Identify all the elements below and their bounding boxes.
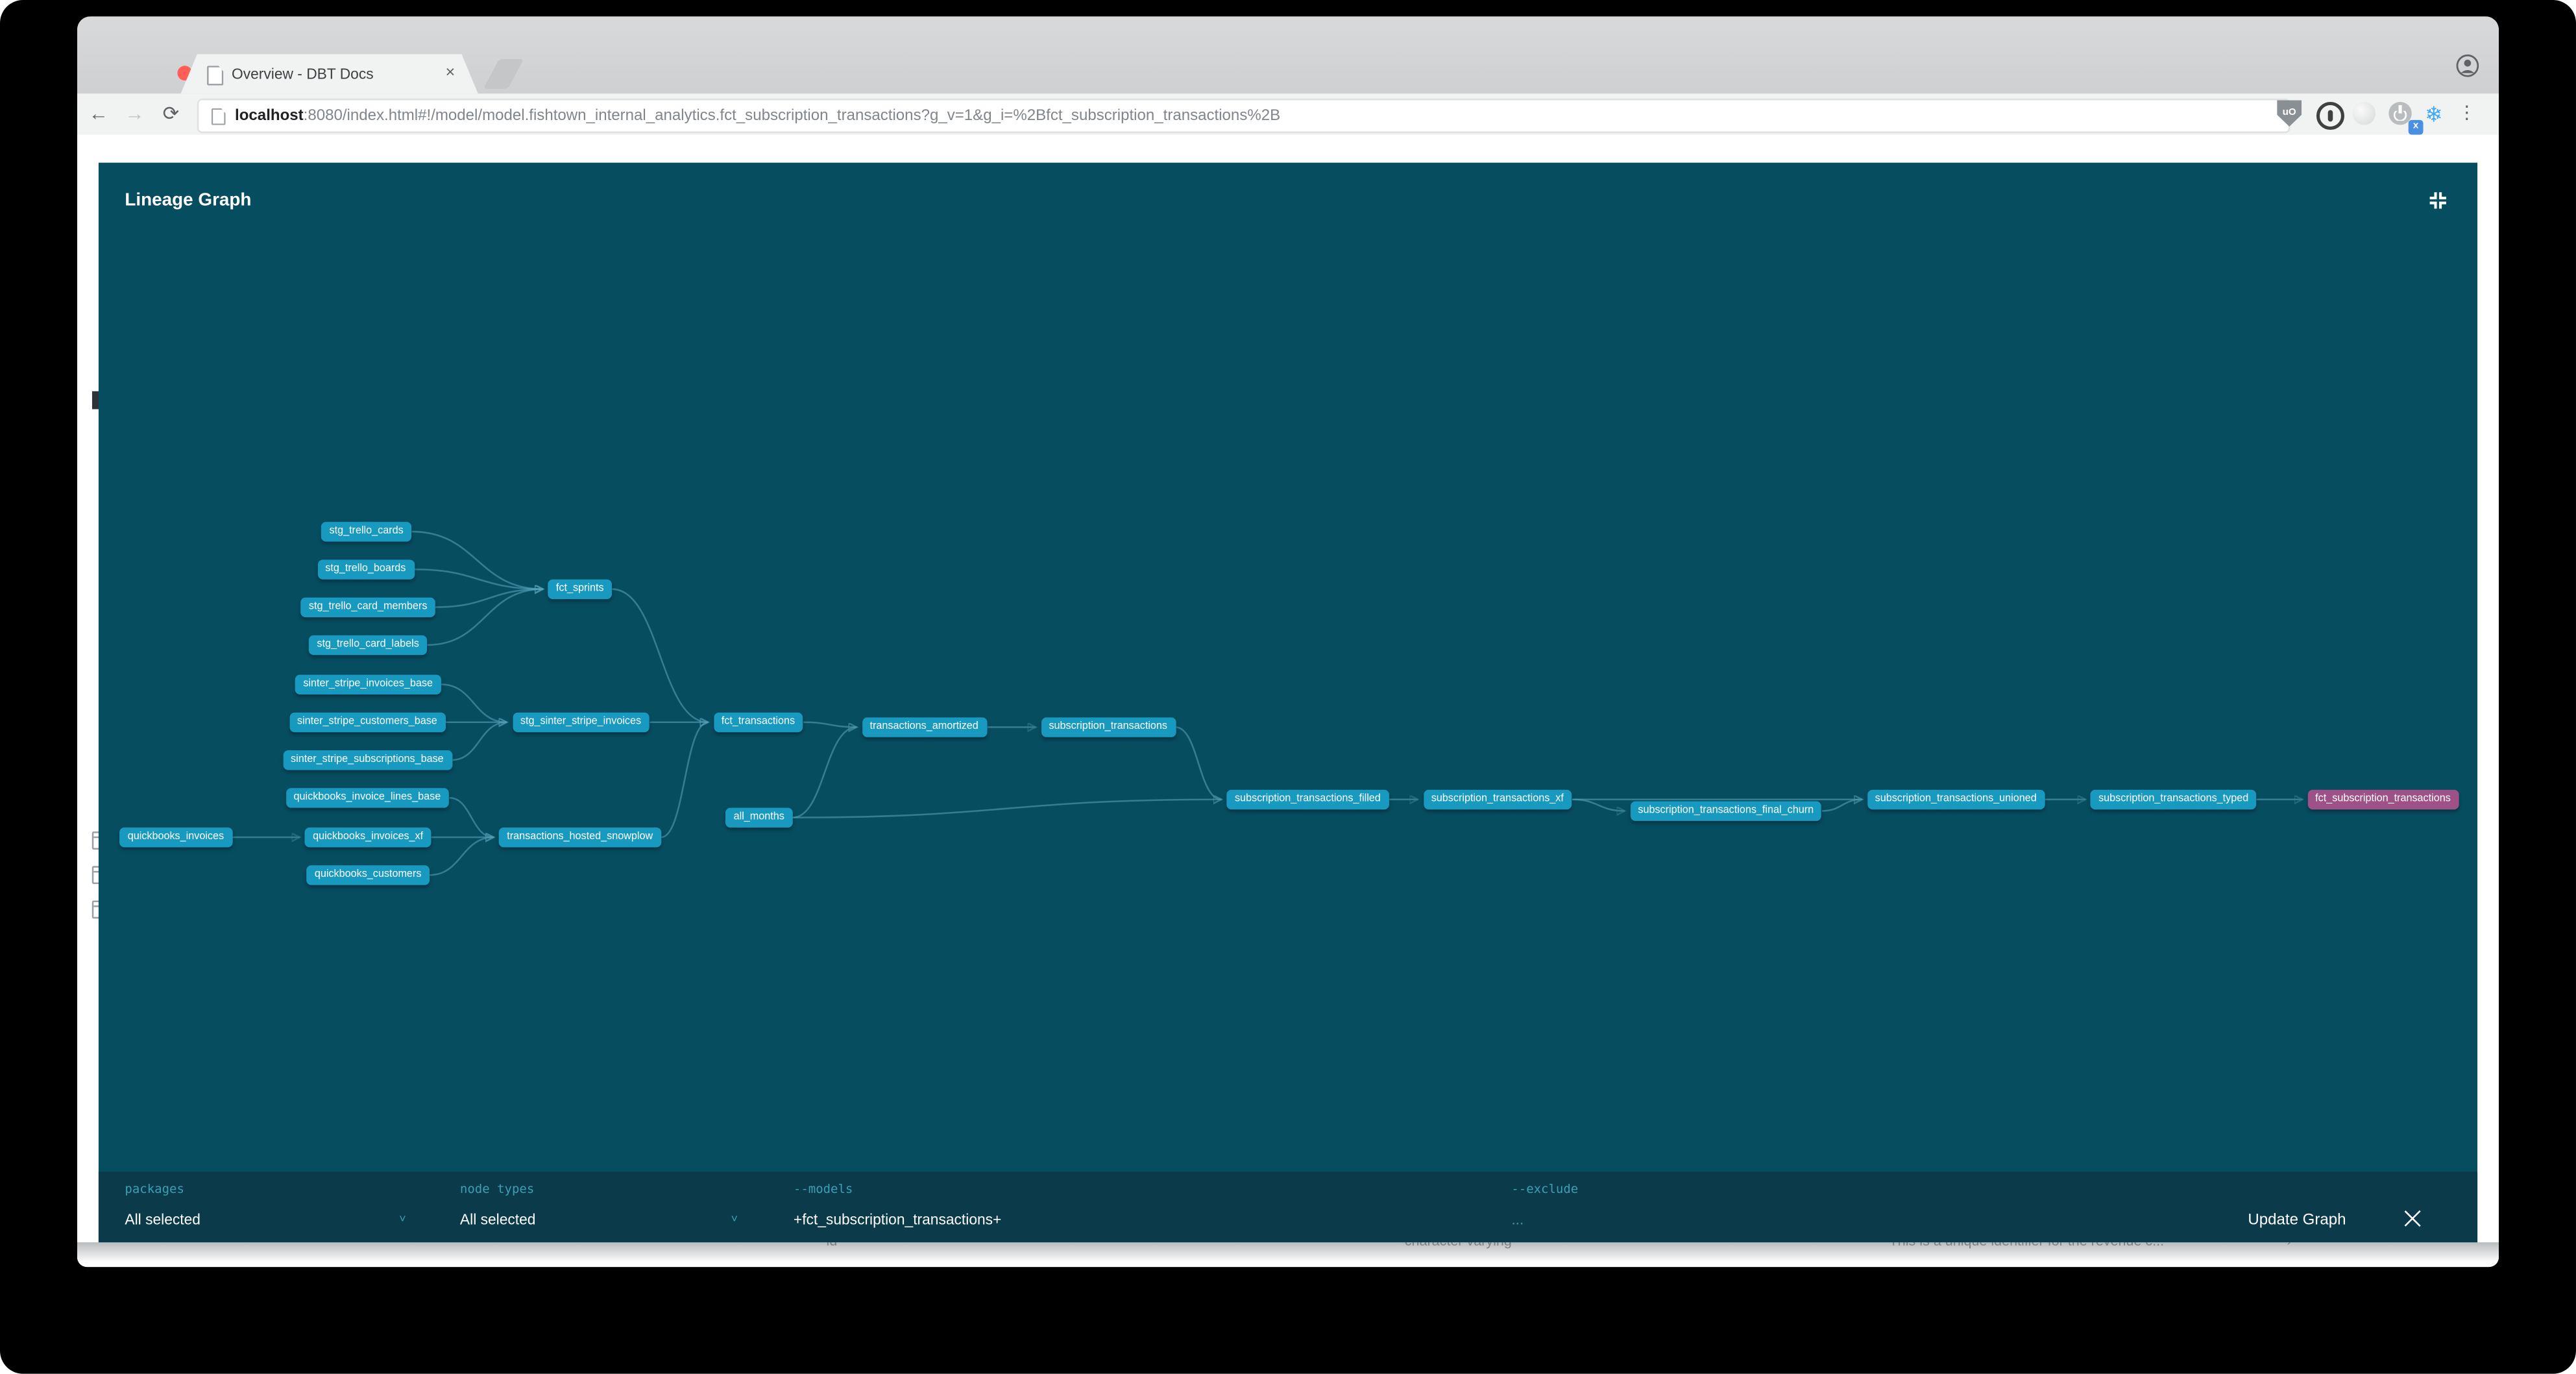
graph-filter-bar: packages All selected ˅ node types All s… [98, 1172, 2478, 1243]
graph-node-subscription_transactions_typed[interactable]: subscription_transactions_typed [2090, 789, 2257, 810]
graph-node-quickbooks_customers[interactable]: quickbooks_customers [306, 865, 430, 886]
ublock-extension-icon[interactable]: uO [2277, 100, 2305, 128]
graph-node-transactions_hosted_snowplow[interactable]: transactions_hosted_snowplow [498, 826, 661, 848]
graph-edge [1572, 798, 1625, 811]
browser-titlebar: Overview - DBT Docs × [77, 16, 2499, 94]
graph-edge [792, 727, 857, 818]
browser-tab[interactable]: Overview - DBT Docs × [180, 54, 478, 94]
url-path: :8080/index.html#!/model/model.fishtown_… [303, 106, 1281, 125]
graph-node-stg_trello_cards[interactable]: stg_trello_cards [321, 521, 412, 543]
browser-menu-icon[interactable]: ⋮ [2457, 103, 2476, 123]
models-filter-label: --models [793, 1181, 853, 1197]
back-icon[interactable]: ← [88, 101, 109, 125]
graph-node-fct_sprints[interactable]: fct_sprints [548, 578, 613, 600]
graph-edge [452, 722, 507, 761]
exclude-filter-input[interactable]: ... [1511, 1210, 1524, 1228]
tab-close-icon[interactable]: × [445, 64, 456, 82]
node-types-filter-label: node types [459, 1181, 535, 1197]
graph-node-subscription_transactions_final_churn[interactable]: subscription_transactions_final_churn [1629, 800, 1822, 822]
profile-avatar-icon[interactable] [2456, 54, 2479, 77]
graph-edge [430, 837, 494, 876]
graph-node-sinter_stripe_invoices_base[interactable]: sinter_stripe_invoices_base [295, 674, 441, 695]
chevron-down-icon[interactable]: ˅ [399, 1214, 406, 1226]
graph-edges [232, 530, 2477, 876]
chevron-down-icon[interactable]: ˅ [731, 1214, 738, 1226]
graph-node-quickbooks_invoice_lines_base[interactable]: quickbooks_invoice_lines_base [285, 787, 449, 809]
graph-node-fct_transactions[interactable]: fct_transactions [713, 711, 803, 733]
graph-node-sinter_stripe_subscriptions_base[interactable]: sinter_stripe_subscriptions_base [282, 749, 452, 771]
graph-edge [441, 683, 507, 722]
tab-title: Overview - DBT Docs [231, 66, 374, 82]
graph-node-stg_trello_boards[interactable]: stg_trello_boards [317, 559, 415, 580]
graph-edge [411, 530, 543, 589]
graph-edge [661, 722, 708, 839]
models-filter-input[interactable]: +fct_subscription_transactions+ [793, 1210, 1002, 1228]
snowflake-extension-icon[interactable]: ❄ [2425, 101, 2443, 127]
graph-node-all_months[interactable]: all_months [725, 807, 793, 828]
reload-icon[interactable]: ⟳ [162, 101, 180, 125]
graph-node-subscription_transactions_unioned[interactable]: subscription_transactions_unioned [1866, 789, 2045, 810]
graph-node-subscription_transactions_filled[interactable]: subscription_transactions_filled [1226, 789, 1389, 810]
url-host: localhost [235, 106, 304, 125]
browser-toolbar: ← → ⟳ localhost:8080/index.html#!/model/… [77, 93, 2499, 137]
graph-node-stg_trello_card_labels[interactable]: stg_trello_card_labels [308, 634, 428, 656]
graph-node-stg_trello_card_members[interactable]: stg_trello_card_members [300, 596, 436, 618]
graph-edge [414, 569, 543, 589]
url-doc-icon [211, 107, 226, 125]
close-overlay-icon[interactable] [2403, 1208, 2422, 1226]
power-extension-icon[interactable]: x [2388, 100, 2424, 135]
graph-node-fct_subscription_transactions[interactable]: fct_subscription_transactions [2307, 789, 2459, 810]
graph-edge [792, 800, 1222, 818]
graph-edge [612, 588, 708, 722]
url-bar[interactable]: localhost:8080/index.html#!/model/model.… [197, 98, 2290, 134]
graph-edge [449, 796, 493, 837]
lineage-graph-title: Lineage Graph [125, 190, 252, 211]
lineage-graph-overlay: Lineage Graph [98, 162, 2478, 1243]
graph-node-subscription_transactions_xf[interactable]: subscription_transactions_xf [1423, 789, 1572, 810]
graph-edge [1175, 726, 1222, 799]
extension-badge: x [2408, 119, 2424, 135]
forward-icon[interactable]: → [125, 101, 145, 125]
graph-edge [435, 589, 543, 608]
graph-canvas[interactable]: stg_trello_cards stg_trello_boards stg_tre… [99, 163, 2477, 1172]
collapse-fullscreen-icon[interactable] [2427, 189, 2449, 212]
packages-filter-select[interactable]: All selected [125, 1210, 200, 1228]
page-doc-icon [207, 66, 224, 86]
exclude-filter-label: --exclude [1511, 1181, 1579, 1197]
graph-edge [1821, 800, 1862, 812]
graph-node-stg_sinter_stripe_invoices[interactable]: stg_sinter_stripe_invoices [512, 711, 650, 733]
url-text: localhost:8080/index.html#!/model/model.… [235, 107, 1280, 125]
graph-edge [427, 589, 542, 646]
new-tab-button[interactable] [483, 59, 524, 89]
packages-filter-label: packages [125, 1181, 184, 1197]
graph-node-transactions_amortized[interactable]: transactions_amortized [861, 717, 987, 738]
graph-node-sinter_stripe_customers_base[interactable]: sinter_stripe_customers_base [289, 711, 446, 733]
page-content: id character varying This is a unique id… [77, 134, 2499, 1268]
graph-node-subscription_transactions[interactable]: subscription_transactions [1040, 717, 1176, 738]
browser-window: Overview - DBT Docs × ← → ⟳ localhost:80… [77, 16, 2499, 1268]
graph-edge [803, 721, 857, 728]
password-manager-extension-icon[interactable] [2316, 100, 2344, 130]
graph-node-quickbooks_invoices[interactable]: quickbooks_invoices [119, 826, 232, 848]
graph-node-quickbooks_invoices_xf[interactable]: quickbooks_invoices_xf [304, 826, 431, 848]
extension-circle-icon[interactable] [2352, 100, 2381, 128]
columns-table-row: id character varying This is a unique id… [77, 1233, 2499, 1268]
update-graph-button[interactable]: Update Graph [2248, 1210, 2346, 1229]
node-types-filter-select[interactable]: All selected [459, 1210, 536, 1228]
